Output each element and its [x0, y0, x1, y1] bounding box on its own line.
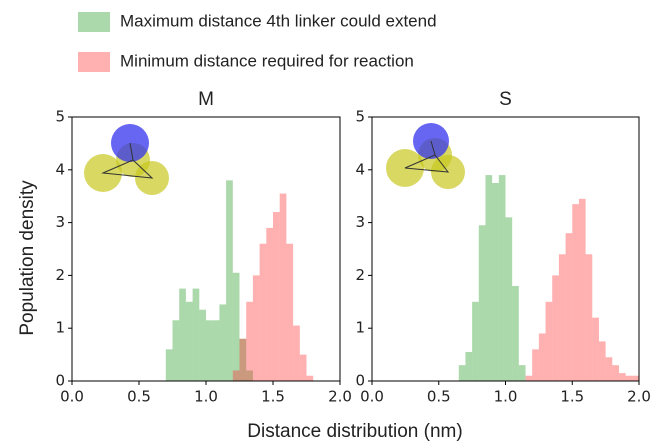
y-tick-label: 1: [55, 319, 65, 337]
histogram-bar: [625, 375, 633, 381]
histogram-bar: [518, 365, 526, 381]
histogram-bar: [206, 320, 213, 381]
histogram-bar: [525, 375, 533, 381]
panel-title: M: [198, 89, 214, 110]
y-tick-label: 5: [55, 108, 65, 126]
histogram-bar: [478, 225, 486, 381]
histogram-bar: [578, 198, 586, 381]
histogram-bar: [232, 272, 240, 381]
legend-swatch: [78, 52, 110, 72]
y-tick-label: 0: [55, 372, 65, 390]
histogram-bar: [618, 373, 626, 381]
histogram-bar: [192, 288, 200, 381]
legend-label: Minimum distance required for reaction: [120, 51, 414, 70]
y-tick-label: 1: [355, 319, 365, 337]
histogram-bar: [472, 301, 479, 381]
x-tick-label: 1.0: [194, 388, 218, 406]
x-tick-label: 0.5: [427, 388, 451, 406]
histogram-bar: [612, 365, 619, 381]
x-tick-label: 1.5: [261, 388, 285, 406]
histogram-bar: [286, 243, 294, 381]
histogram-bar: [259, 243, 267, 381]
histogram-bar: [306, 375, 314, 381]
x-tick-label: 2.0: [627, 388, 651, 406]
histogram-bar: [239, 338, 247, 381]
histogram-bar: [266, 227, 273, 381]
histogram-bar: [532, 349, 539, 381]
histogram-bar: [172, 320, 180, 381]
x-axis-label: Distance distribution (nm): [247, 421, 462, 442]
x-tick-label: 0.0: [60, 388, 84, 406]
y-tick-label: 5: [355, 108, 365, 126]
legend-label: Maximum distance 4th linker could extend: [120, 11, 437, 30]
histogram-bar: [492, 183, 499, 381]
histogram-bar: [558, 254, 566, 381]
x-tick-label: 0.0: [360, 388, 384, 406]
y-tick-label: 2: [355, 266, 365, 284]
histogram-bar: [185, 301, 193, 381]
histogram-bar: [179, 288, 186, 381]
y-tick-label: 4: [355, 160, 365, 178]
y-tick-label: 4: [55, 160, 65, 178]
histogram-bar: [512, 285, 519, 381]
histogram-bar: [485, 175, 493, 381]
histogram-bar: [293, 325, 300, 381]
histogram-bar: [299, 354, 307, 381]
histogram-bar: [605, 357, 613, 381]
histogram-bar: [592, 317, 599, 381]
histogram-bar: [212, 320, 220, 381]
legend-swatch: [78, 12, 110, 32]
histogram-bar: [565, 233, 573, 381]
x-tick-label: 2.0: [328, 388, 352, 406]
y-tick-label: 3: [55, 213, 65, 231]
histogram-bar: [279, 193, 287, 381]
histogram-bar: [505, 217, 513, 381]
histogram-bar: [465, 351, 473, 381]
histogram-bar: [232, 370, 240, 381]
histogram-bar: [273, 212, 280, 381]
x-tick-label: 1.5: [560, 388, 584, 406]
y-tick-label: 3: [355, 213, 365, 231]
y-tick-label: 2: [55, 266, 65, 284]
histogram-bar: [598, 341, 606, 381]
histogram-bar: [239, 338, 247, 381]
histogram-bar: [219, 304, 227, 381]
histogram-bar: [585, 254, 593, 381]
molecule-icon: [386, 123, 465, 189]
panel-title: S: [499, 89, 512, 110]
histogram-bar: [165, 349, 173, 381]
x-tick-label: 1.0: [494, 388, 518, 406]
histogram-bar: [246, 370, 253, 381]
x-tick-label: 0.5: [127, 388, 151, 406]
histogram-bar: [498, 175, 506, 381]
histogram-bar: [458, 365, 466, 381]
histogram-bar: [538, 333, 546, 381]
molecule-icon: [84, 124, 169, 195]
histogram-bar: [252, 275, 260, 381]
y-axis-label: Population density: [17, 180, 38, 336]
histogram-bar: [572, 204, 579, 381]
y-tick-label: 0: [355, 372, 365, 390]
histogram-bar: [545, 301, 553, 381]
histogram-bar: [552, 275, 559, 381]
histogram-bar: [226, 180, 233, 381]
histogram-bar: [246, 301, 253, 381]
histogram-bar: [632, 375, 639, 381]
histogram-bar: [199, 309, 206, 381]
